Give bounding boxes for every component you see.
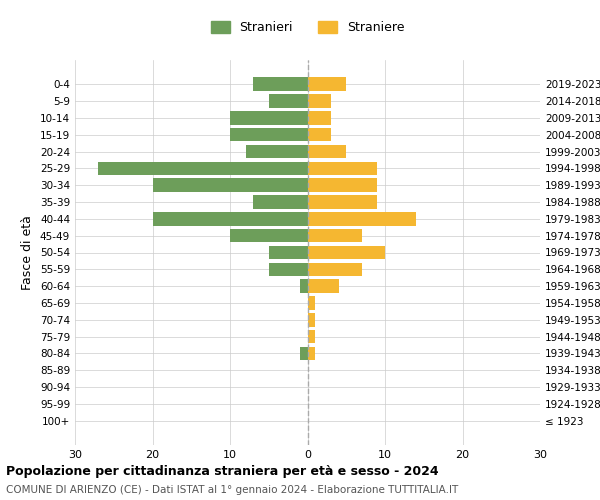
Bar <box>308 128 331 141</box>
Bar <box>308 313 315 326</box>
Bar <box>269 246 308 259</box>
Legend: Stranieri, Straniere: Stranieri, Straniere <box>206 16 409 39</box>
Bar <box>98 162 308 175</box>
Bar <box>245 145 308 158</box>
Bar <box>230 111 308 124</box>
Bar <box>230 128 308 141</box>
Bar <box>300 280 308 293</box>
Text: Popolazione per cittadinanza straniera per età e sesso - 2024: Popolazione per cittadinanza straniera p… <box>6 465 439 478</box>
Bar <box>253 196 308 209</box>
Bar <box>269 94 308 108</box>
Bar <box>300 346 308 360</box>
Bar <box>308 296 315 310</box>
Bar <box>308 262 362 276</box>
Bar <box>308 178 377 192</box>
Bar <box>308 246 385 259</box>
Bar <box>308 145 346 158</box>
Bar <box>253 78 308 91</box>
Bar <box>308 162 377 175</box>
Bar <box>308 330 315 344</box>
Bar <box>308 94 331 108</box>
Bar <box>308 212 416 226</box>
Bar <box>308 346 315 360</box>
Text: COMUNE DI ARIENZO (CE) - Dati ISTAT al 1° gennaio 2024 - Elaborazione TUTTITALIA: COMUNE DI ARIENZO (CE) - Dati ISTAT al 1… <box>6 485 458 495</box>
Bar <box>308 196 377 209</box>
Bar <box>152 178 308 192</box>
Bar <box>269 262 308 276</box>
Bar <box>230 229 308 242</box>
Bar <box>308 280 338 293</box>
Y-axis label: Fasce di età: Fasce di età <box>22 215 34 290</box>
Bar <box>152 212 308 226</box>
Bar <box>308 111 331 124</box>
Bar <box>308 78 346 91</box>
Bar <box>308 229 362 242</box>
